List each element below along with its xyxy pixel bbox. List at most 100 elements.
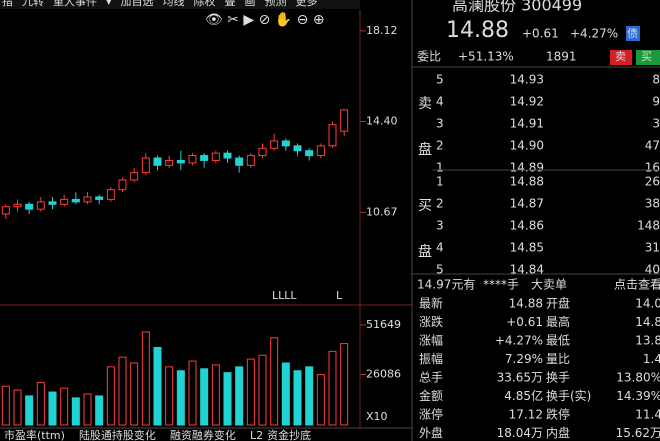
book-level: 3: [436, 117, 444, 131]
order-ratio-label: 委比: [417, 50, 441, 64]
candle-body: [223, 152, 232, 159]
toolbar-item[interactable]: 预测: [265, 0, 287, 8]
big-order: 大卖单: [531, 278, 567, 292]
buy-button[interactable]: 买: [641, 50, 652, 63]
toolbar-item[interactable]: 指: [2, 0, 13, 8]
candle-body: [258, 147, 267, 157]
volume-bar: [83, 393, 92, 426]
stat-value: 15.62万: [616, 426, 660, 440]
book-volume: 3: [652, 117, 660, 131]
stock-change: +0.61: [522, 27, 559, 41]
stat-value: 18.04万: [497, 426, 543, 440]
book-price: 14.88: [510, 175, 544, 189]
candle-body: [130, 172, 139, 181]
candle-body: [165, 159, 174, 166]
book-volume: 8: [652, 73, 660, 87]
book-price: 14.89: [510, 161, 544, 175]
toolbar-item[interactable]: 重大事件: [53, 0, 97, 8]
stat-label: 金额: [419, 388, 443, 403]
book-volume: 31: [645, 241, 660, 255]
book-level: 3: [436, 219, 444, 233]
volume-bar: [270, 337, 279, 426]
book-volume: 38: [645, 197, 660, 211]
volume-bar: [316, 374, 325, 426]
y-tick-label: 26086: [366, 367, 401, 380]
toolbar-item[interactable]: 均线: [163, 0, 185, 8]
volume-bar: [223, 372, 232, 426]
toolbar-item[interactable]: ▾: [106, 0, 112, 8]
y-tick-label: 18.12: [366, 24, 398, 37]
stat-value: 1.4: [643, 352, 660, 366]
stat-label: 量比: [546, 352, 570, 366]
candle-body: [328, 124, 337, 147]
candle-body: [200, 155, 209, 161]
toolbar-item[interactable]: 加自选: [121, 0, 154, 8]
stat-label: 换手(实): [546, 388, 591, 403]
big-order[interactable]: 点击查看: [614, 278, 660, 292]
stat-value: +0.61: [506, 315, 543, 329]
stat-label: 外盘: [419, 425, 443, 440]
stat-label: 最低: [546, 334, 570, 348]
candle-body: [211, 152, 220, 161]
tab[interactable]: L2: [250, 429, 263, 441]
book-volume: 16: [645, 161, 660, 175]
book-side: 盘: [418, 243, 432, 260]
volume-bar: [95, 395, 104, 426]
volume-bar: [176, 370, 185, 426]
toolbar-icons: 👁 ✂ ▶ ⊘ ✋ ⊖ ⊕: [205, 11, 325, 28]
badge: 债: [627, 26, 638, 40]
candle-body: [141, 157, 150, 174]
volume-bar: [130, 362, 139, 426]
candle-body: [36, 201, 45, 210]
candle-body: [106, 189, 115, 200]
stat-value: 13.8: [635, 334, 660, 348]
volume-bar: [188, 360, 197, 426]
book-level: 4: [436, 241, 444, 255]
stat-value: 7.29%: [505, 352, 543, 366]
stock-name: 高澜股份 300499: [452, 0, 582, 15]
badge-bg: [626, 26, 640, 41]
candle-body: [153, 157, 162, 166]
book-level: 5: [436, 73, 444, 87]
candle-body: [13, 203, 22, 208]
volume-bar: [235, 366, 244, 426]
volume-bar: [71, 397, 80, 426]
sell-button[interactable]: 卖: [615, 50, 626, 63]
candle-body: [305, 150, 314, 157]
volume-bar: [246, 358, 255, 426]
toolbar-item[interactable]: 画: [245, 0, 256, 8]
tab[interactable]: 融资融券变化: [170, 428, 236, 441]
volume-bar: [1, 385, 10, 426]
stat-value: 14.8: [635, 315, 660, 329]
candle-body: [71, 198, 80, 203]
volume-bar: [106, 366, 115, 426]
toolbar-item[interactable]: 叠: [225, 0, 236, 8]
stock-change-pct: +4.27%: [570, 27, 618, 41]
toolbar-item[interactable]: 九转: [22, 0, 44, 8]
stat-value: 4.85亿: [504, 388, 543, 403]
tab[interactable]: 陆股通持股变化: [79, 428, 156, 441]
volume-bar: [48, 391, 57, 426]
book-level: 5: [436, 263, 444, 277]
volume-bar: [141, 331, 150, 426]
y-tick-label: 10.67: [366, 205, 398, 218]
stat-label: 总手: [419, 371, 443, 385]
big-order: 14.97元有: [417, 278, 475, 292]
book-price: 14.84: [510, 263, 544, 277]
candle-body: [316, 145, 325, 157]
marker: LLLL: [272, 289, 297, 302]
volume-bar: [211, 364, 220, 426]
stat-label: 最高: [546, 314, 570, 329]
volume-bar: [36, 381, 45, 426]
toolbar-item[interactable]: 更多: [296, 0, 318, 8]
candle-body: [176, 159, 185, 164]
volume-bar: [305, 366, 314, 426]
volume-bar: [200, 368, 209, 426]
stat-label: 内盘: [546, 425, 570, 440]
volume-bar: [118, 356, 127, 426]
tab[interactable]: 资金抄底: [267, 428, 311, 441]
toolbar-item[interactable]: 除权: [194, 0, 216, 8]
tab[interactable]: 市盈率(ttm): [4, 428, 65, 441]
stat-label: 涨停: [419, 407, 443, 422]
